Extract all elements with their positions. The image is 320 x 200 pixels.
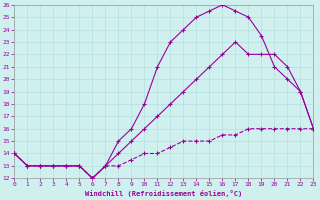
X-axis label: Windchill (Refroidissement éolien,°C): Windchill (Refroidissement éolien,°C)	[85, 190, 243, 197]
